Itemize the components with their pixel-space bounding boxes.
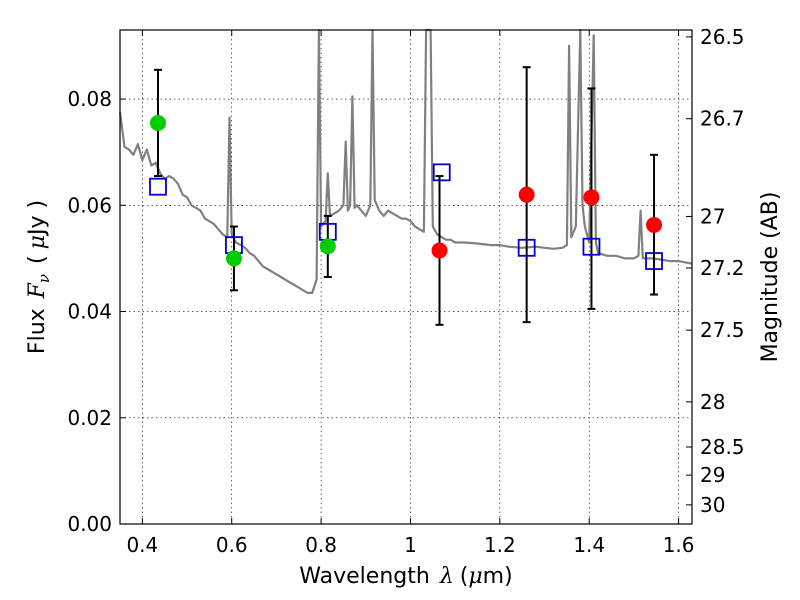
optical-data-point <box>149 114 166 131</box>
optical-data-point <box>319 238 336 255</box>
right-tick-label: 28.5 <box>700 435 745 459</box>
right-tick-label: 28 <box>700 390 725 414</box>
infrared-data-point <box>583 189 600 206</box>
right-tick-label: 26.5 <box>700 25 745 49</box>
right-tick-label: 27 <box>700 204 725 228</box>
model-photometry-square <box>582 237 601 256</box>
right-axis-label: Magnitude (AB) <box>758 192 783 363</box>
optical-data-point <box>225 250 242 267</box>
x-tick-label: 0.4 <box>126 533 158 557</box>
plot-frame <box>119 29 693 525</box>
y-axis-ticks: 0.00 0.02 0.04 0.06 0.08 <box>67 87 126 536</box>
y-tick-label: 0.06 <box>67 193 112 217</box>
right-tick-label: 30 <box>700 493 725 517</box>
model-spectrum-line <box>118 28 693 294</box>
infrared-data-point <box>431 242 448 259</box>
x-tick-label: 0.6 <box>216 533 248 557</box>
plot-background <box>120 30 692 524</box>
x-axis-ticks: 0.4 0.6 0.8 1 1.2 1.4 1.6 <box>126 30 695 557</box>
y-tick-label: 0.04 <box>67 300 112 324</box>
infrared-data-point <box>518 186 535 203</box>
y-tick-label: 0.08 <box>67 87 112 111</box>
y-tick-label: 0.02 <box>67 406 112 430</box>
y-tick-label: 0.00 <box>67 512 112 536</box>
model-photometry-square <box>517 238 536 257</box>
x-tick-label: 1.6 <box>663 533 695 557</box>
model-photometry-square <box>149 177 167 196</box>
grid-lines <box>120 30 692 524</box>
x-tick-label: 1 <box>404 533 417 557</box>
x-tick-label: 1.4 <box>573 533 605 557</box>
measured-points <box>149 114 663 267</box>
x-axis-label: Wavelength λ (μm) <box>299 564 512 589</box>
right-axis-ticks: 26.5 26.7 27 27.2 27.5 28 28.5 29 30 <box>686 25 745 517</box>
model-photometry-square <box>432 163 451 182</box>
right-tick-label: 29 <box>700 463 725 487</box>
y-axis-label: FluxFν(μJy ) <box>25 200 53 354</box>
right-tick-label: 26.7 <box>700 107 745 131</box>
x-tick-label: 0.8 <box>305 533 337 557</box>
model-spectrum <box>118 28 693 294</box>
right-tick-label: 27.2 <box>700 256 745 280</box>
right-tick-label: 27.5 <box>700 318 745 342</box>
infrared-data-point <box>646 216 663 233</box>
x-tick-label: 1.2 <box>484 533 516 557</box>
model-photometry-square <box>645 252 663 270</box>
